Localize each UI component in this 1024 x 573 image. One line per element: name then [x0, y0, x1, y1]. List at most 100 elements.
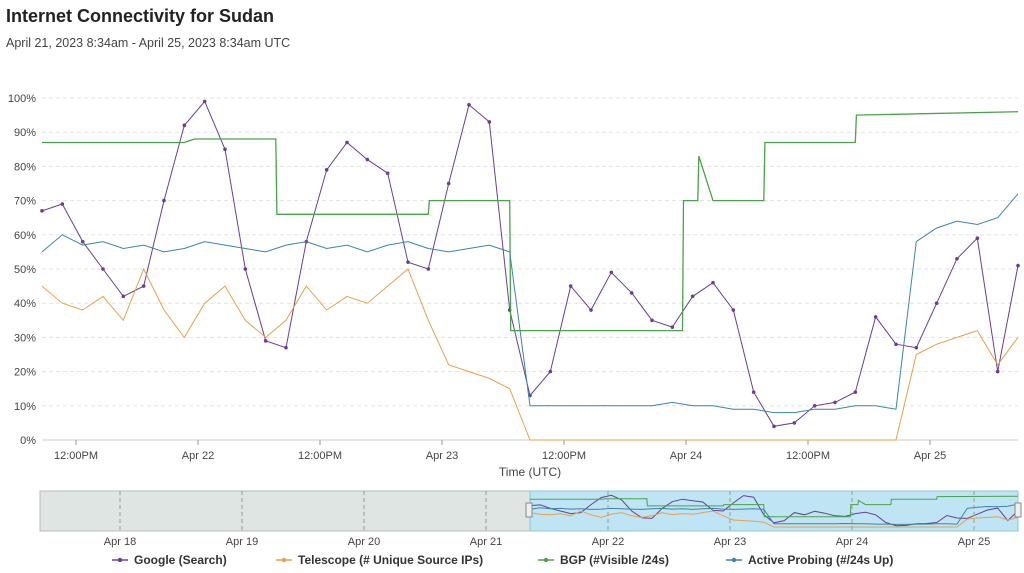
- series-line-1: [41, 267, 1019, 441]
- data-point: [263, 339, 268, 343]
- data-point: [934, 301, 939, 306]
- data-point: [406, 260, 410, 264]
- data-point: [792, 421, 797, 425]
- data-point: [385, 171, 390, 176]
- data-point: [202, 99, 207, 104]
- chart-subtitle: April 21, 2023 8:34am - April 25, 2023 8…: [6, 36, 291, 50]
- data-point: [101, 267, 105, 271]
- data-point: [162, 198, 166, 203]
- data-point: [731, 308, 736, 312]
- plot-series: [40, 99, 1020, 441]
- data-point: [873, 315, 878, 319]
- x-axis-title: Time (UTC): [499, 465, 561, 479]
- legend-item-1[interactable]: Telescope (# Unique Source IPs): [276, 553, 483, 567]
- x-tick-label: Apr 24: [670, 450, 702, 462]
- data-point: [589, 308, 593, 312]
- data-point: [60, 202, 65, 206]
- data-point: [894, 342, 898, 347]
- time-navigator[interactable]: Apr 18 Apr 19 Apr 20 Apr 21 Apr 22 Apr 23 Apr …: [39, 490, 1022, 548]
- data-point: [40, 209, 44, 213]
- navigator-tick-label: Apr 21: [470, 536, 502, 548]
- legend-marker: [543, 557, 549, 563]
- legend-item-0[interactable]: Google (Search): [112, 553, 227, 567]
- data-point: [609, 270, 614, 275]
- y-tick-label: 90%: [14, 127, 36, 139]
- data-point: [751, 390, 756, 394]
- series-line-3: [41, 193, 1019, 414]
- legend-label: Google (Search): [134, 553, 227, 567]
- x-axis: 12:00PM Apr 22 12:00PM Apr 23 12:00PM Apr 24 1…: [54, 440, 946, 462]
- data-point: [487, 120, 492, 124]
- data-point: [80, 239, 85, 244]
- navigator-tick-label: Apr 25: [958, 536, 990, 548]
- x-tick-label: Apr 25: [914, 450, 946, 462]
- x-tick-label: 12:00PM: [298, 450, 342, 462]
- data-point: [568, 284, 573, 288]
- navigator-tick-label: Apr 22: [592, 536, 624, 548]
- grid-lines: [42, 97, 1018, 441]
- series-line-2: [42, 111, 1019, 332]
- y-tick-label: 30%: [14, 332, 36, 344]
- data-point: [345, 140, 349, 145]
- data-point: [670, 325, 675, 329]
- navigator-handle-left[interactable]: [525, 502, 533, 518]
- y-tick-label: 40%: [14, 298, 36, 310]
- data-point: [711, 280, 715, 285]
- legend-marker: [281, 557, 287, 563]
- navigator-series-1: [529, 510, 1019, 528]
- data-point: [650, 318, 654, 323]
- legend-marker: [117, 557, 123, 563]
- data-point: [284, 345, 288, 350]
- x-tick-label: 12:00PM: [542, 450, 586, 462]
- data-point: [995, 369, 1000, 374]
- data-point: [833, 400, 837, 405]
- x-tick-label: 12:00PM: [786, 450, 830, 462]
- navigator-handle-right[interactable]: [1014, 502, 1022, 518]
- data-point: [914, 345, 919, 350]
- navigator-series-3: [529, 503, 1019, 525]
- legend-label: Telescope (# Unique Source IPs): [298, 553, 483, 567]
- y-tick-label: 60%: [14, 230, 36, 242]
- data-point: [853, 390, 858, 394]
- legend-label: BGP (#Visible /24s): [560, 553, 669, 567]
- x-tick-label: 12:00PM: [54, 450, 98, 462]
- series-line-0: [41, 100, 1019, 427]
- navigator-tick-label: Apr 24: [836, 536, 868, 548]
- legend[interactable]: Google (Search) Telescope (# Unique Sourc…: [112, 553, 893, 567]
- y-tick-label: 50%: [14, 264, 36, 276]
- y-tick-label: 20%: [14, 367, 36, 379]
- data-point: [548, 369, 553, 374]
- y-tick-label: 0%: [20, 435, 36, 447]
- data-point: [467, 103, 471, 107]
- y-axis: 0% 10% 20% 30% 40% 50% 60% 70% 80% 90% 100%: [8, 93, 36, 447]
- legend-marker: [731, 557, 737, 563]
- data-point: [975, 236, 980, 241]
- legend-item-2[interactable]: BGP (#Visible /24s): [538, 553, 669, 567]
- data-point: [121, 294, 126, 299]
- y-tick-label: 70%: [14, 196, 36, 208]
- data-point: [324, 168, 329, 172]
- data-point: [141, 284, 146, 288]
- navigator-series-0: [529, 494, 1019, 527]
- data-point: [955, 256, 959, 261]
- navigator-tick-label: Apr 19: [226, 536, 258, 548]
- data-point: [1016, 263, 1020, 268]
- navigator-tick-label: Apr 20: [348, 536, 380, 548]
- data-point: [629, 291, 634, 295]
- navigator-tick-label: Apr 18: [104, 536, 136, 548]
- data-point: [772, 424, 776, 429]
- y-tick-label: 10%: [14, 401, 36, 413]
- legend-label: Active Probing (#/24s Up): [748, 553, 893, 567]
- data-point: [690, 294, 695, 299]
- data-point: [365, 157, 370, 162]
- data-point: [243, 267, 248, 271]
- navigator-series-2: [530, 495, 1019, 518]
- data-point: [426, 267, 431, 271]
- navigator-tick-label: Apr 23: [714, 536, 746, 548]
- data-point: [182, 123, 187, 128]
- chart-title: Internet Connectivity for Sudan: [6, 6, 275, 26]
- data-point: [446, 181, 451, 186]
- legend-item-3[interactable]: Active Probing (#/24s Up): [726, 553, 893, 567]
- data-point: [223, 147, 227, 152]
